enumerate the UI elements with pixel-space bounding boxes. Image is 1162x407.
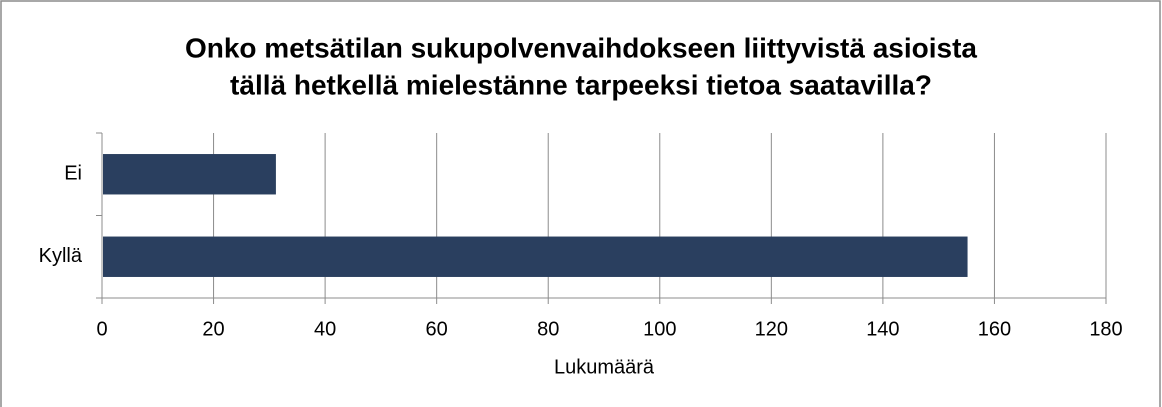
x-axis-label: Lukumäärä — [554, 356, 655, 378]
x-tick-label: 100 — [643, 318, 676, 340]
x-tick-label: 180 — [1089, 318, 1122, 340]
chart-title: Onko metsätilan sukupolvenvaihdokseen li… — [185, 32, 977, 63]
y-tick-label: Ei — [64, 163, 82, 185]
chart-title: tällä hetkellä mielestänne tarpeeksi tie… — [230, 69, 932, 100]
x-tick-label: 0 — [96, 318, 107, 340]
bar — [103, 236, 968, 277]
x-tick-label: 140 — [866, 318, 899, 340]
x-tick-label: 120 — [755, 318, 788, 340]
bar — [103, 154, 276, 195]
x-tick-label: 40 — [314, 318, 336, 340]
x-tick-label: 20 — [202, 318, 224, 340]
y-tick-label: Kyllä — [39, 245, 83, 267]
x-tick-label: 80 — [537, 318, 559, 340]
x-tick-label: 160 — [978, 318, 1011, 340]
x-tick-label: 60 — [426, 318, 448, 340]
